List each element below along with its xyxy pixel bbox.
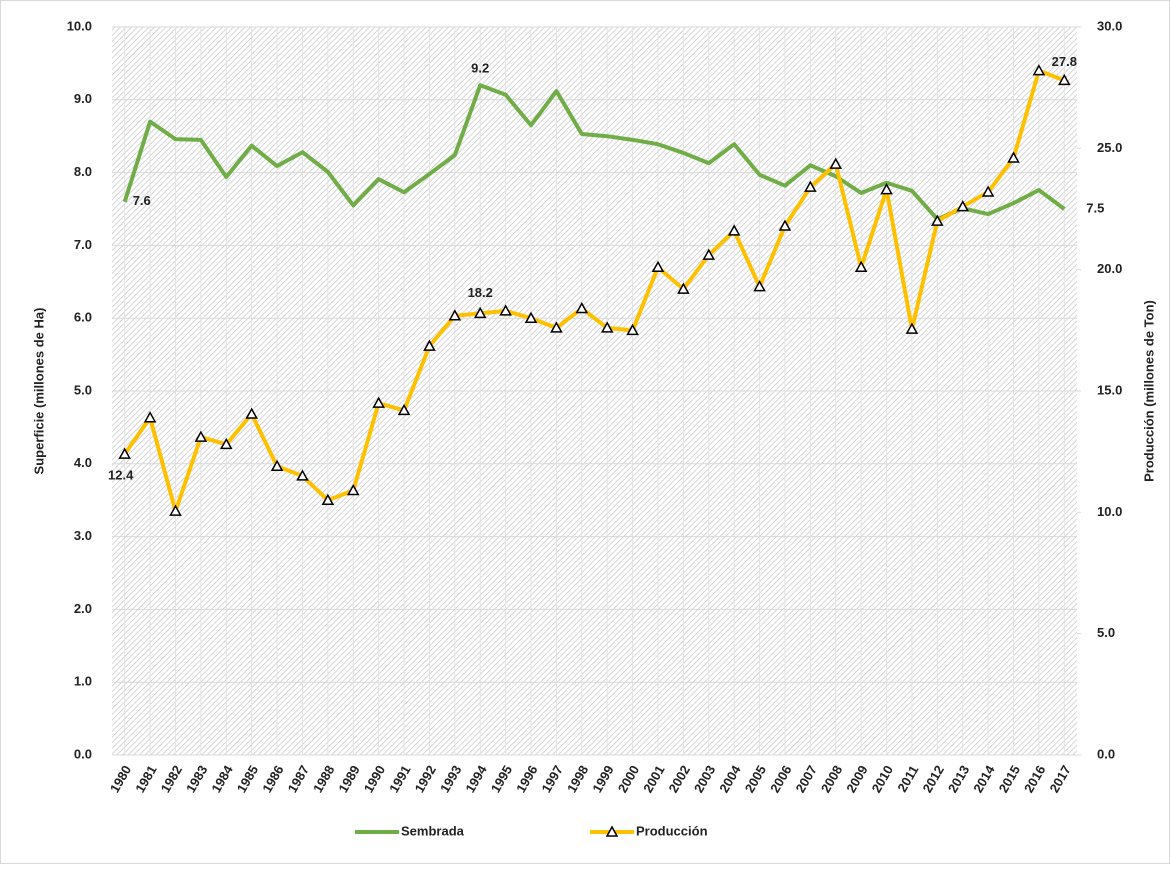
y-tick-label: 8.0 xyxy=(74,164,92,179)
y2-tick-label: 30.0 xyxy=(1097,18,1122,33)
marker xyxy=(1032,64,1046,76)
y-axis-label: Superficie (millones de Ha) xyxy=(31,308,46,475)
marker xyxy=(829,157,843,169)
marker xyxy=(169,504,182,516)
y-tick-label: 9.0 xyxy=(74,91,92,106)
y-tick-label: 6.0 xyxy=(74,310,92,325)
marker xyxy=(346,483,360,496)
marker xyxy=(372,396,385,408)
marker xyxy=(956,200,969,212)
marker xyxy=(245,407,258,419)
marker xyxy=(727,224,741,236)
marker xyxy=(880,183,893,195)
y-tick-label: 0.0 xyxy=(74,746,92,761)
legend-label: Producción xyxy=(636,823,708,838)
marker xyxy=(1007,151,1020,163)
data-label: 9.2 xyxy=(471,61,489,76)
marker xyxy=(778,219,792,231)
data-label: 27.8 xyxy=(1052,54,1077,69)
marker xyxy=(854,260,868,272)
marker xyxy=(677,282,690,294)
marker xyxy=(499,304,512,316)
marker xyxy=(1058,73,1071,86)
marker xyxy=(397,403,411,416)
y2-tick-label: 0.0 xyxy=(1097,746,1115,761)
data-label: 12.4 xyxy=(108,468,134,483)
marker xyxy=(473,306,487,319)
data-label: 7.5 xyxy=(1086,200,1104,215)
marker xyxy=(524,311,538,323)
marker xyxy=(804,180,817,192)
marker xyxy=(600,321,614,333)
legend-marker xyxy=(605,825,619,837)
y-tick-label: 5.0 xyxy=(74,382,92,397)
y2-tick-label: 25.0 xyxy=(1097,140,1122,155)
marker xyxy=(931,214,944,226)
y2-tick-label: 10.0 xyxy=(1097,504,1122,519)
y-tick-label: 4.0 xyxy=(74,455,92,470)
marker xyxy=(651,260,665,272)
data-label: 7.6 xyxy=(133,193,151,208)
y-tick-label: 7.0 xyxy=(74,237,92,252)
marker xyxy=(321,493,335,505)
marker xyxy=(118,447,131,459)
y2-tick-label: 15.0 xyxy=(1097,382,1122,397)
marker xyxy=(143,411,157,423)
data-label: 18.2 xyxy=(468,285,493,300)
marker xyxy=(702,248,716,260)
marker xyxy=(905,322,919,334)
legend-label: Sembrada xyxy=(401,823,465,838)
marker xyxy=(220,437,233,450)
marker xyxy=(981,185,995,197)
marker xyxy=(448,309,462,321)
marker xyxy=(270,459,284,471)
y2-axis-label: Producción (millones de Ton) xyxy=(1141,300,1156,482)
marker xyxy=(296,469,309,481)
y-tick-label: 3.0 xyxy=(74,528,92,543)
y-tick-label: 2.0 xyxy=(74,601,92,616)
y2-tick-label: 5.0 xyxy=(1097,625,1115,640)
marker xyxy=(626,323,639,336)
marker xyxy=(194,430,208,442)
y-tick-label: 10.0 xyxy=(67,18,92,33)
y-tick-label: 1.0 xyxy=(74,674,92,689)
series-line xyxy=(122,83,1066,222)
marker xyxy=(753,280,766,292)
marker xyxy=(423,339,436,351)
y2-tick-label: 20.0 xyxy=(1097,261,1122,276)
marker xyxy=(575,301,589,314)
marker xyxy=(550,321,563,333)
